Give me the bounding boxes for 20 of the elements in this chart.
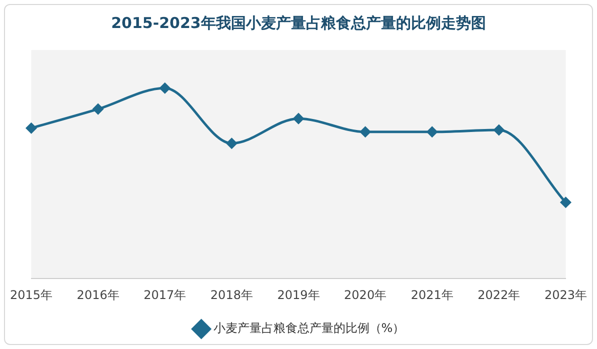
x-tick-label: 2015年	[10, 288, 53, 302]
point	[26, 122, 37, 134]
point	[426, 126, 438, 138]
x-tick-label: 2020年	[344, 288, 387, 302]
x-tick-label: 2023年	[544, 288, 588, 302]
x-tick-label: 2017年	[144, 288, 186, 302]
x-tick-label: 2019年	[277, 288, 320, 302]
chart-title: 2015-2023年我国小麦产量占粮食总产量的比例走势图	[110, 14, 487, 33]
point	[293, 113, 304, 124]
x-tick-label: 2021年	[410, 288, 454, 302]
point	[160, 82, 170, 94]
point	[226, 138, 237, 149]
x-tick-label: 2016年	[76, 288, 120, 302]
point	[560, 197, 571, 208]
point	[92, 104, 104, 114]
point	[494, 124, 504, 136]
x-tick-label: 2018年	[210, 288, 253, 302]
point	[360, 126, 371, 138]
legend-label: 小麦产量占粮食总产量的比例（%）	[213, 321, 405, 336]
x-tick-label: 2022年	[478, 288, 520, 302]
